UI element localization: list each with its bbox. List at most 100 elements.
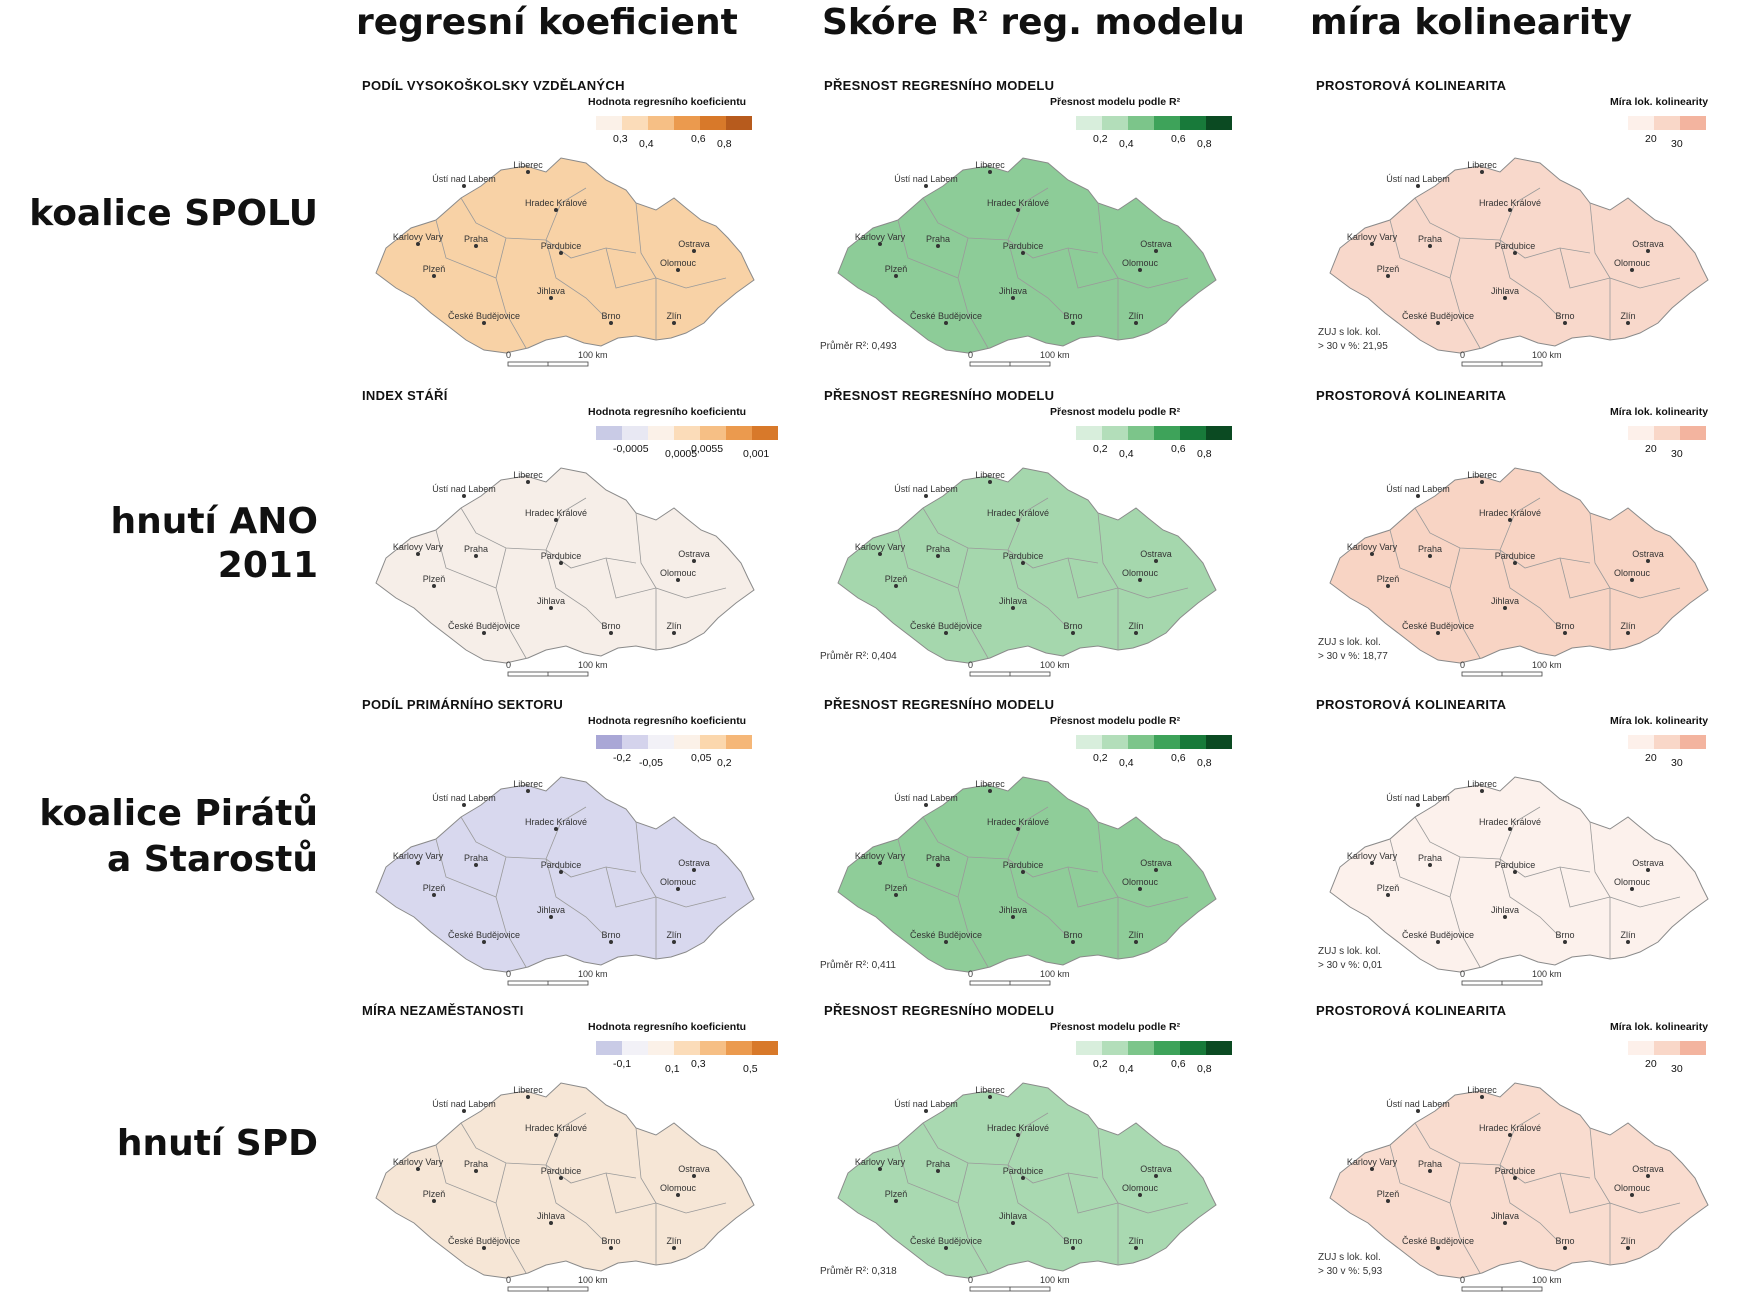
legend-tick: 0,8 bbox=[717, 138, 732, 150]
legend-swatch bbox=[622, 1041, 648, 1055]
map-panel-col: PROSTOROVÁ KOLINEARITA Míra lok. kolinear… bbox=[1310, 388, 1740, 678]
city-label: Zlín bbox=[666, 930, 681, 940]
city-label: Plzeň bbox=[423, 1189, 446, 1199]
city-label: Karlovy Vary bbox=[393, 1157, 444, 1167]
legend-tick: 30 bbox=[1671, 448, 1683, 460]
city-dot bbox=[672, 1246, 676, 1250]
panel-title: PŘESNOST REGRESNÍHO MODELU bbox=[824, 697, 1055, 712]
city-label: Jihlava bbox=[1491, 596, 1519, 606]
city-label: České Budějovice bbox=[448, 621, 520, 631]
region-border bbox=[545, 858, 637, 878]
scale-end: 100 km bbox=[1532, 660, 1562, 670]
legend-swatch bbox=[1076, 116, 1102, 130]
city-label: Praha bbox=[464, 853, 488, 863]
city-label: Olomouc bbox=[1122, 877, 1159, 887]
scale-end: 100 km bbox=[1532, 969, 1562, 979]
city-dot bbox=[936, 244, 940, 248]
region-border bbox=[1559, 247, 1611, 289]
city-dot bbox=[1513, 1176, 1517, 1180]
city-label: České Budějovice bbox=[448, 930, 520, 940]
legend-swatch bbox=[1154, 426, 1180, 440]
region-border bbox=[435, 1144, 497, 1204]
region-border bbox=[605, 247, 657, 289]
region-border bbox=[922, 816, 1009, 860]
country-shape bbox=[837, 1082, 1217, 1279]
legend-tick: 0,0005 bbox=[665, 448, 698, 460]
city-dot bbox=[1503, 1221, 1507, 1225]
region-border bbox=[1147, 587, 1189, 599]
legend-swatches bbox=[596, 1041, 778, 1055]
legend-tick: 20 bbox=[1645, 1058, 1657, 1070]
scale-bar: 0 100 km bbox=[506, 660, 608, 677]
legend-swatch bbox=[1206, 735, 1232, 749]
r2-mean: Průměr R²: 0,493 bbox=[820, 341, 897, 352]
city-label: Hradec Králové bbox=[525, 198, 587, 208]
region-border bbox=[1499, 1164, 1561, 1244]
region-border bbox=[545, 497, 587, 551]
city-label: Brno bbox=[601, 621, 620, 631]
legend-swatches bbox=[596, 426, 778, 440]
region-border bbox=[460, 197, 547, 241]
legend-swatch bbox=[1628, 116, 1654, 130]
city-label: Jihlava bbox=[537, 905, 565, 915]
city-label: Zlín bbox=[1128, 1236, 1143, 1246]
legend-swatch bbox=[622, 735, 648, 749]
region-border bbox=[635, 821, 687, 908]
collinearity-note-line1: ZUJ s lok. kol. bbox=[1318, 327, 1381, 338]
city-dot bbox=[878, 861, 882, 865]
region-border bbox=[1499, 858, 1561, 938]
country-shape bbox=[1329, 157, 1709, 354]
row-label: hnutí ANO 2011 bbox=[110, 501, 318, 586]
legend-swatches bbox=[1076, 735, 1232, 749]
region-border bbox=[495, 1162, 527, 1274]
map-panel-r2: PŘESNOST REGRESNÍHO MODELU Přesnost model… bbox=[818, 78, 1248, 368]
city-label: Pardubice bbox=[541, 241, 582, 251]
region-border bbox=[1007, 806, 1049, 860]
city-label: České Budějovice bbox=[1402, 311, 1474, 321]
city-dot bbox=[1513, 561, 1517, 565]
legend-tick: 0,001 bbox=[743, 448, 770, 460]
legend-swatches bbox=[1628, 735, 1706, 749]
legend-title: Přesnost modelu podle R² bbox=[1050, 1021, 1181, 1033]
region-border bbox=[1097, 821, 1149, 908]
czech-map: Ústí nad Labem Liberec Hradec Králové Karlo… bbox=[375, 467, 755, 677]
city-label: Plzeň bbox=[423, 264, 446, 274]
city-label: Hradec Králové bbox=[1479, 508, 1541, 518]
city-dot bbox=[482, 940, 486, 944]
city-dot bbox=[878, 552, 882, 556]
region-border bbox=[1007, 549, 1069, 629]
city-dot bbox=[692, 559, 696, 563]
legend-tick: 20 bbox=[1645, 752, 1657, 764]
row-label: a Starostů bbox=[106, 839, 318, 880]
city-label: Praha bbox=[464, 234, 488, 244]
scale-end: 100 km bbox=[578, 350, 608, 360]
czech-map: Ústí nad Labem Liberec Hradec Králové Karlo… bbox=[1329, 1082, 1709, 1292]
scale-start: 0 bbox=[506, 1275, 511, 1285]
region-border bbox=[1449, 1162, 1481, 1274]
city-dot bbox=[988, 789, 992, 793]
map-panel-coef: PODÍL PRIMÁRNÍHO SEKTORU Hodnota regresní… bbox=[356, 697, 786, 987]
map-panel-col: PROSTOROVÁ KOLINEARITA Míra lok. kolinear… bbox=[1310, 1003, 1740, 1293]
scale-bar: 0 100 km bbox=[506, 969, 608, 986]
region-border bbox=[1007, 239, 1069, 319]
city-label: Olomouc bbox=[660, 568, 697, 578]
legend-swatch bbox=[648, 735, 674, 749]
city-label: Hradec Králové bbox=[987, 817, 1049, 827]
city-label: Hradec Králové bbox=[1479, 817, 1541, 827]
city-dot bbox=[482, 631, 486, 635]
city-label: Ústí nad Labem bbox=[894, 1099, 958, 1109]
city-dot bbox=[1503, 296, 1507, 300]
region-border bbox=[922, 507, 1009, 551]
legend-swatch bbox=[1154, 1041, 1180, 1055]
map-panel-col: PROSTOROVÁ KOLINEARITA Míra lok. kolinear… bbox=[1310, 78, 1740, 368]
city-dot bbox=[559, 561, 563, 565]
region-border bbox=[1067, 247, 1119, 289]
city-label: Ústí nad Labem bbox=[432, 1099, 496, 1109]
city-dot bbox=[1370, 1167, 1374, 1171]
czech-map: Ústí nad Labem Liberec Hradec Králové Karlo… bbox=[375, 776, 755, 986]
city-dot bbox=[1480, 1095, 1484, 1099]
scale-start: 0 bbox=[968, 660, 973, 670]
legend-tick: 0,3 bbox=[613, 133, 628, 145]
region-border bbox=[957, 547, 989, 659]
scale-end: 100 km bbox=[1040, 660, 1070, 670]
